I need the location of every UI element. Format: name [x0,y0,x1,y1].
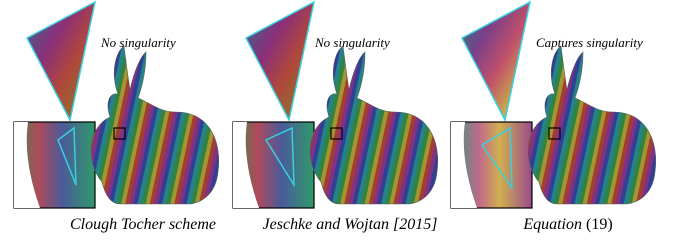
caption-reference: (19) [586,216,613,233]
bunny [91,46,219,204]
panel: Captures singularity Equation(19) [451,2,656,233]
caption-text: Jeschke and Wojtan [2015] [263,216,438,233]
figure: No singularity Clough Tocher scheme No s… [0,0,688,243]
triangle-closeup [246,2,314,120]
bunny [310,46,438,204]
caption: Equation(19) [522,216,612,233]
caption-text: Equation [522,216,582,233]
caption-text: Clough Tocher scheme [70,216,216,233]
caption: Jeschke and Wojtan [2015] [263,216,438,233]
panel: No singularity Jeschke and Wojtan [2015] [233,2,438,233]
panel: No singularity Clough Tocher scheme [14,2,219,233]
triangle-closeup [27,2,95,120]
bunny [528,46,656,204]
caption: Clough Tocher scheme [70,216,216,233]
annotation: No singularity [314,35,390,50]
triangle-closeup [462,2,530,120]
annotation: No singularity [100,35,176,50]
annotation: Captures singularity [536,35,643,50]
